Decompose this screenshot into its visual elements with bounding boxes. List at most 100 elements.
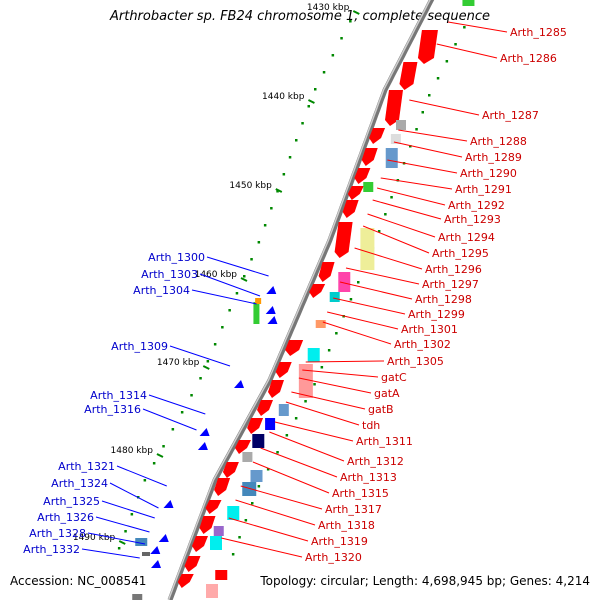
- reverse-gene-box: [142, 552, 150, 556]
- forward-gene-arrow-head: [334, 252, 349, 258]
- outer-track-dot: [320, 366, 324, 369]
- forward-leader-line: [362, 225, 430, 254]
- outer-track-dot: [384, 213, 387, 216]
- forward-leader-line: [302, 369, 379, 378]
- forward-leader-line: [345, 267, 420, 285]
- forward-gene-arrow-head: [369, 138, 382, 144]
- forward-gene-arrow-head: [342, 212, 355, 218]
- reverse-leader-line: [199, 273, 261, 297]
- forward-gene-arrow: [309, 284, 326, 292]
- forward-gene-label: Arth_1318: [318, 519, 375, 532]
- colored-gene-box: [338, 272, 351, 292]
- reverse-gene-box: [255, 298, 262, 304]
- forward-leader-line: [221, 537, 303, 558]
- colored-gene-box: [363, 182, 374, 192]
- forward-leader-line: [274, 421, 354, 442]
- inner-track-dot: [152, 462, 156, 465]
- forward-gene-arrow-head: [285, 350, 300, 356]
- inner-track-dot: [213, 343, 217, 346]
- forward-gene-arrow: [184, 556, 201, 566]
- outer-track-dot: [390, 196, 393, 199]
- reverse-gene-label: Arth_1332: [23, 543, 80, 556]
- forward-gene-label: Arth_1291: [455, 183, 512, 196]
- forward-gene-label: Arth_1295: [432, 247, 489, 260]
- forward-gene-label: Arth_1286: [500, 52, 557, 65]
- kbp-tick-label: 1480 kbp: [111, 446, 154, 456]
- kbp-tick-label: 1440 kbp: [262, 92, 305, 102]
- forward-gene-label: Arth_1313: [340, 471, 397, 484]
- forward-leader-line: [333, 297, 406, 315]
- colored-gene-box: [462, 0, 475, 6]
- colored-gene-box: [315, 320, 326, 328]
- outer-track-dot: [409, 145, 412, 148]
- outer-track-dot: [357, 281, 360, 284]
- inner-track-dot: [199, 377, 202, 380]
- reverse-gene-arrow: [267, 316, 278, 324]
- kbp-tick-label: 1450 kbp: [229, 181, 272, 191]
- reverse-leader-line: [142, 408, 197, 431]
- colored-gene-box: [227, 506, 240, 520]
- forward-leader-line: [376, 187, 446, 206]
- inner-track-dot: [295, 139, 298, 142]
- reverse-gene-arrow: [265, 306, 276, 314]
- forward-leader-line: [327, 311, 399, 330]
- forward-gene-label: Arth_1299: [408, 308, 465, 321]
- forward-gene-arrow: [222, 462, 239, 472]
- forward-gene-arrow: [192, 536, 208, 546]
- colored-gene-box: [242, 482, 257, 496]
- forward-leader-line: [409, 99, 480, 116]
- forward-leader-line: [436, 43, 498, 59]
- colored-gene-box: [250, 470, 263, 482]
- forward-gene-arrow-head: [385, 120, 399, 126]
- forward-gene-label: Arth_1301: [401, 323, 458, 336]
- forward-leader-line: [393, 141, 463, 158]
- forward-gene-arrow: [399, 62, 418, 84]
- forward-gene-arrow-head: [354, 178, 367, 184]
- inner-track-dot: [180, 411, 184, 414]
- forward-gene-arrow-head: [275, 372, 288, 378]
- forward-gene-arrow: [275, 362, 292, 372]
- forward-gene-arrow-head: [205, 508, 218, 514]
- forward-gene-arrow: [342, 200, 359, 212]
- inner-track-dot: [243, 275, 246, 278]
- forward-gene-arrow: [417, 30, 438, 58]
- inner-track-dot: [206, 360, 210, 363]
- topology-text: Topology: circular; Length: 4,698,945 bp…: [260, 574, 590, 588]
- colored-gene-box: [265, 418, 276, 430]
- inner-track-dot: [276, 190, 279, 193]
- kbp-tick-mark: [156, 453, 164, 458]
- forward-gene-label: Arth_1319: [311, 535, 368, 548]
- outer-track-dot: [266, 468, 270, 471]
- inner-track-dot: [124, 530, 127, 533]
- forward-gene-arrow-head: [318, 276, 331, 282]
- reverse-gene-box: [132, 594, 143, 600]
- forward-gene-arrow-head: [184, 566, 197, 572]
- reverse-leader-line: [206, 256, 269, 277]
- kbp-tick-mark: [202, 365, 210, 370]
- forward-leader-line: [298, 377, 372, 394]
- forward-gene-arrow: [285, 340, 304, 350]
- kbp-tick-mark: [118, 540, 126, 545]
- forward-gene-label: Arth_1288: [470, 135, 527, 148]
- forward-gene-label: Arth_1311: [356, 435, 413, 448]
- reverse-gene-label: Arth_1314: [90, 389, 147, 402]
- forward-gene-label: Arth_1290: [460, 167, 517, 180]
- forward-leader-line: [228, 517, 309, 542]
- outer-track-dot: [244, 519, 248, 522]
- forward-gene-arrow-head: [347, 194, 360, 200]
- forward-gene-label: Arth_1298: [415, 293, 472, 306]
- backbone-line: [167, 0, 435, 600]
- reverse-gene-box: [253, 302, 260, 324]
- reverse-gene-label: Arth_1321: [58, 460, 115, 473]
- forward-gene-arrow-head: [177, 582, 190, 588]
- forward-gene-arrow-head: [192, 546, 204, 552]
- forward-gene-label: Arth_1285: [510, 26, 567, 39]
- colored-gene-box: [396, 120, 406, 130]
- kbp-tick-mark: [275, 188, 283, 193]
- reverse-gene-box: [135, 538, 148, 546]
- reverse-gene-arrow: [266, 286, 277, 294]
- outer-track-dot: [313, 383, 316, 386]
- inner-track-dot: [288, 156, 292, 159]
- forward-leader-line: [372, 199, 442, 220]
